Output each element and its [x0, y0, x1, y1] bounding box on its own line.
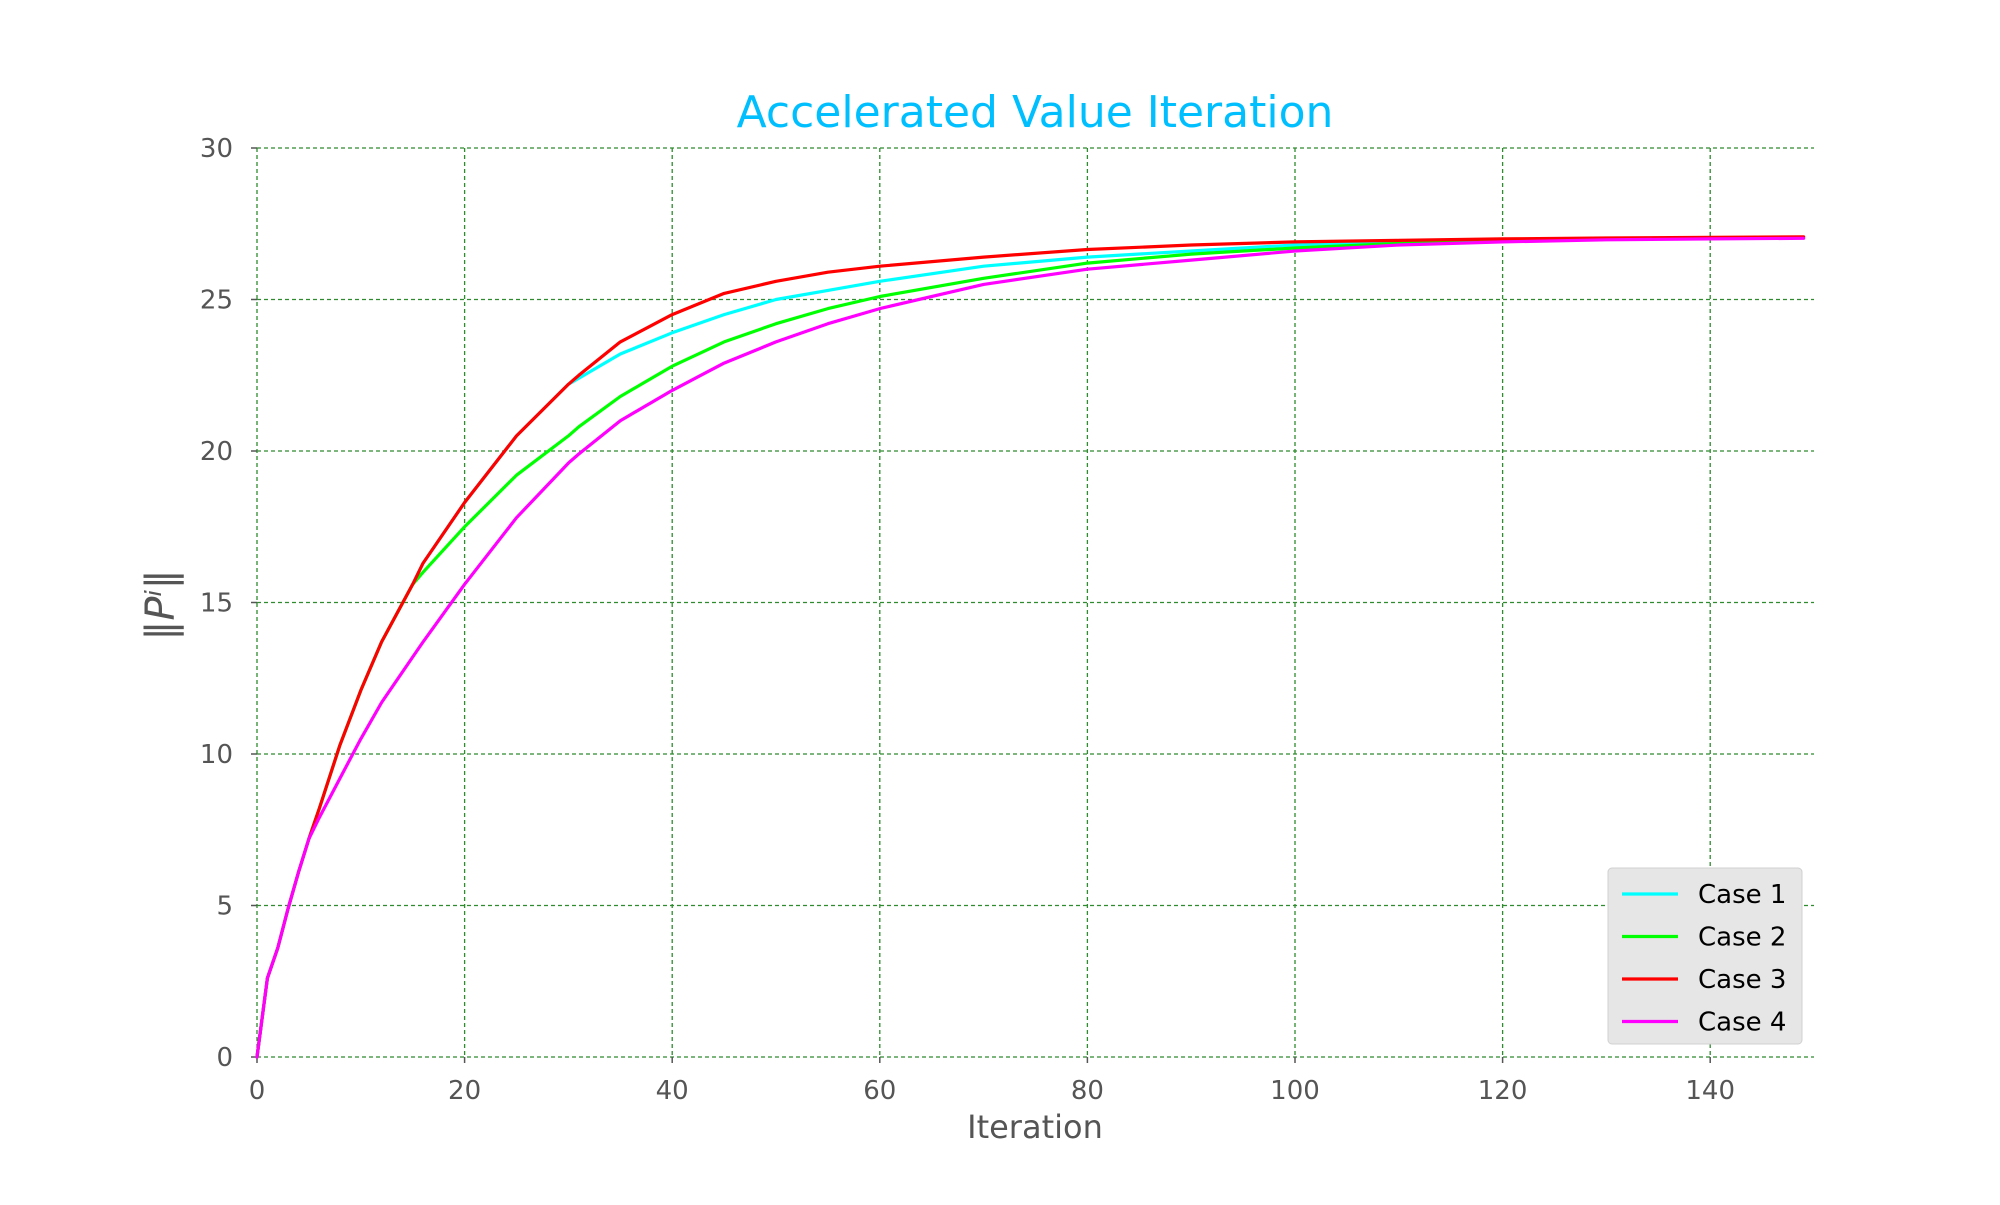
y-tick-label: 30 — [200, 134, 233, 164]
series-line-case-1 — [255, 235, 1806, 1059]
series-line-case-4 — [255, 236, 1806, 1059]
series-line-case-2 — [255, 235, 1806, 1059]
x-tick-label: 140 — [1685, 1076, 1735, 1106]
legend: Case 1 Case 2 Case 3 Case 4 — [1607, 867, 1803, 1045]
x-tick-label: 0 — [249, 1076, 266, 1106]
y-tick-label: 15 — [200, 589, 233, 619]
legend-label-case-2: Case 2 — [1698, 923, 1786, 953]
legend-label-case-3: Case 3 — [1698, 965, 1786, 995]
axis-ticks: 0 20 40 60 80 100 120 140 0 5 10 15 20 25 30 — [200, 134, 1735, 1106]
chart-title: Accelerated Value Iteration — [737, 87, 1334, 138]
legend-box — [1607, 867, 1803, 1045]
legend-label-case-4: Case 4 — [1698, 1008, 1786, 1038]
x-tick-label: 40 — [656, 1076, 689, 1106]
series-lines — [255, 235, 1806, 1059]
grid — [256, 147, 1814, 1058]
y-tick-label: 20 — [200, 437, 233, 467]
x-axis-title: Iteration — [967, 1108, 1103, 1146]
x-tick-label: 120 — [1478, 1076, 1528, 1106]
y-tick-label: 0 — [216, 1043, 233, 1073]
legend-label-case-1: Case 1 — [1698, 880, 1786, 910]
x-tick-label: 60 — [863, 1076, 896, 1106]
x-tick-label: 100 — [1270, 1076, 1320, 1106]
y-tick-label: 25 — [200, 286, 233, 316]
y-axis-title: ‖Pⁱ‖ — [138, 569, 184, 640]
x-tick-label: 80 — [1071, 1076, 1104, 1106]
series-line-case-3 — [255, 235, 1806, 1059]
x-tick-label: 20 — [448, 1076, 481, 1106]
y-tick-label: 5 — [216, 892, 233, 922]
y-tick-label: 10 — [200, 740, 233, 770]
